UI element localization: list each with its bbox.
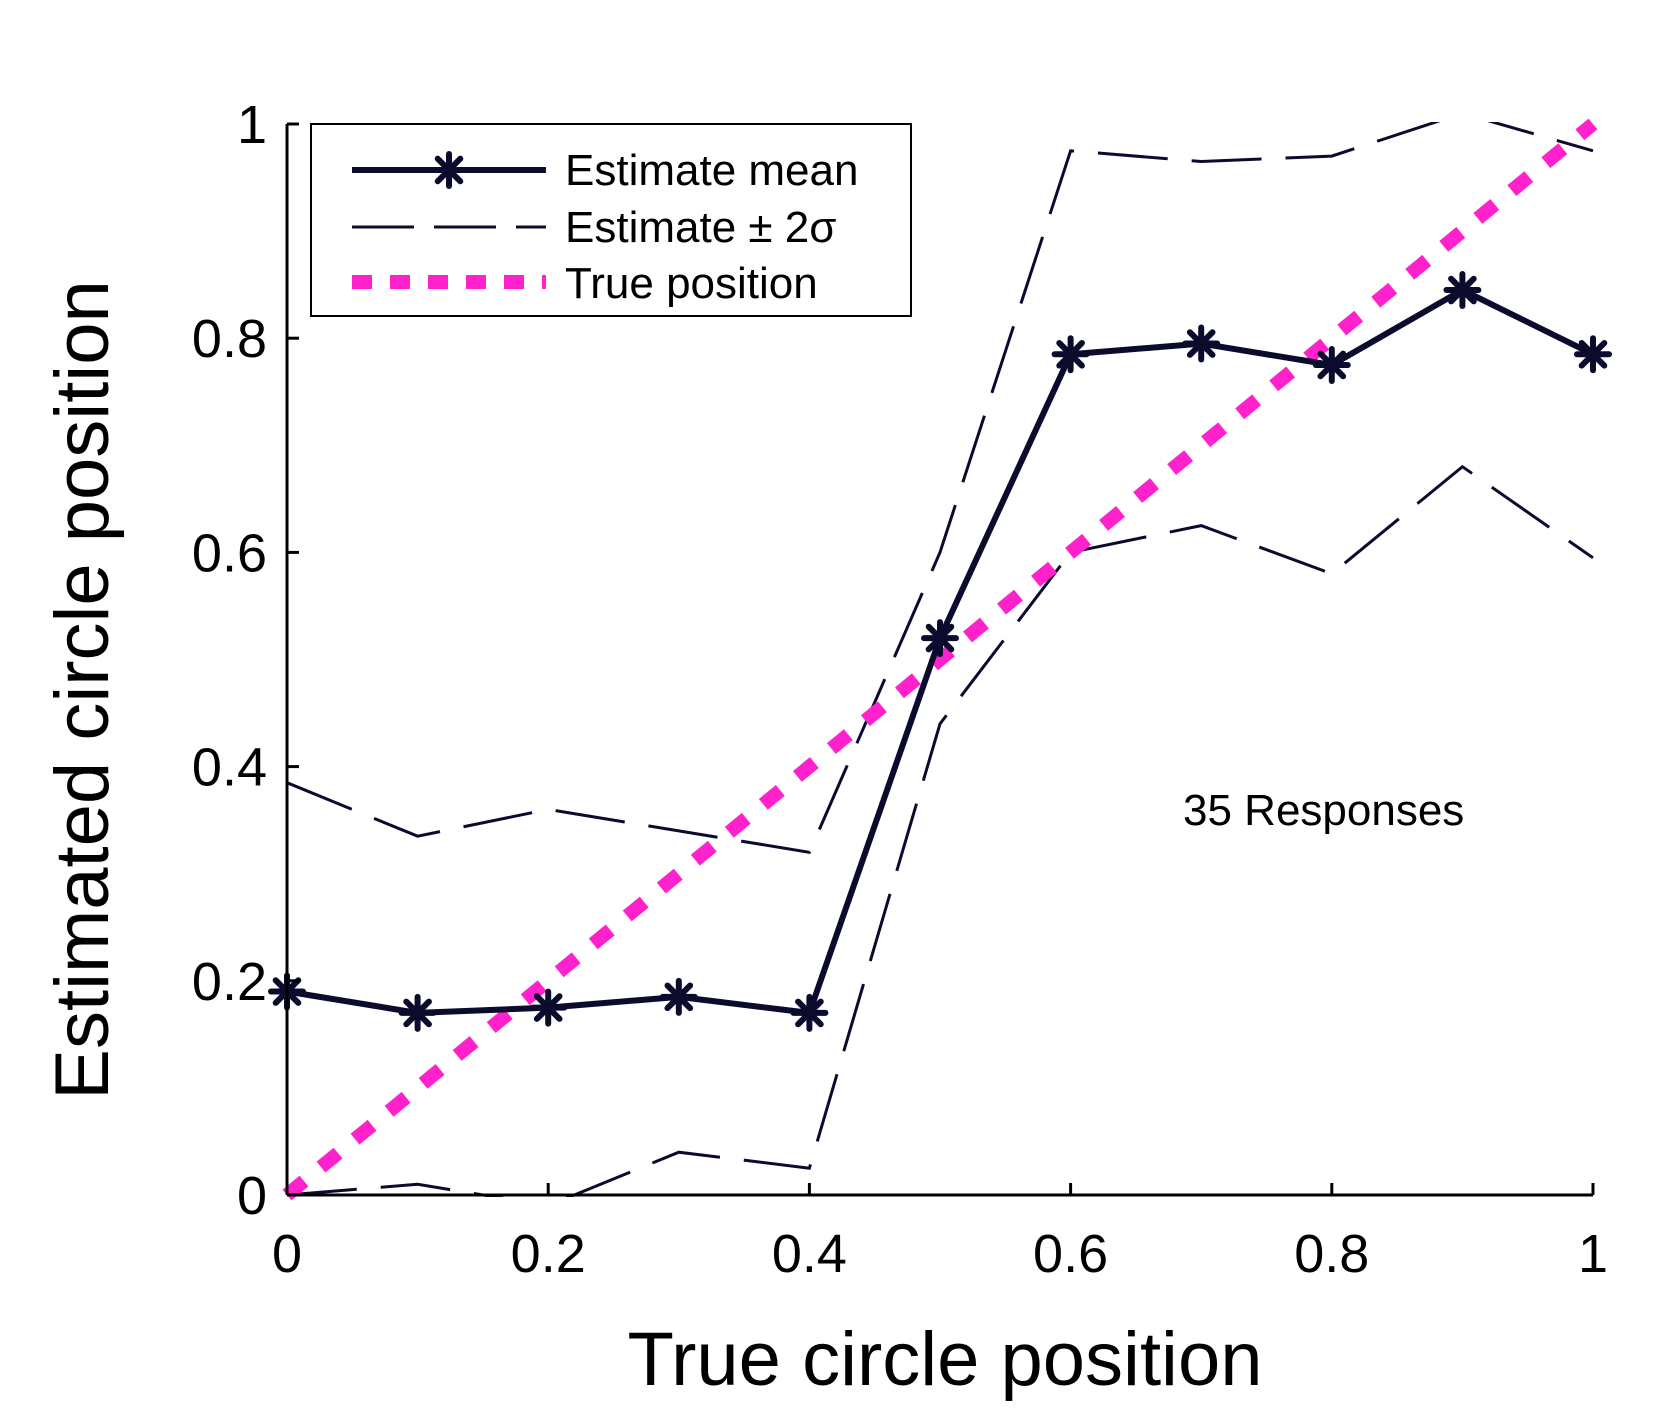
data-point-marker [1312,345,1351,384]
y-tick-label: 0.2 [192,952,267,1012]
legend-label-estimate-2sigma: Estimate ± 2σ [565,203,836,252]
star-stroke [533,993,563,1022]
legend-label-estimate-mean: Estimate mean [565,146,858,195]
data-point-marker [790,993,829,1032]
y-tick-label: 0.6 [192,523,267,583]
y-axis-title: Estimated circle position [40,280,125,1099]
plot-lines [268,118,1612,1201]
series-line-estimate-lower-2sigma [286,464,1594,1197]
star-stroke [664,982,694,1012]
y-tick-label: 1 [237,95,267,155]
data-point-marker [1051,335,1090,374]
star-stroke [1578,339,1608,369]
legend-samples [352,151,546,289]
star-stroke [403,998,432,1028]
legend: Estimate mean Estimate ± 2σ True positio… [310,123,912,317]
data-point-marker [529,988,568,1027]
y-tick-label: 0.8 [192,309,267,369]
star-stroke [1317,350,1347,380]
data-point-marker [1574,335,1612,374]
data-point-marker [1182,324,1221,363]
series-line-estimate-2 [286,122,1594,854]
data-point-marker [398,993,437,1032]
x-axis-title: True circle position [628,1317,1263,1402]
star-stroke [1186,329,1216,358]
x-tick-label: 0.4 [772,1224,847,1284]
x-tick-label: 0.6 [1033,1224,1108,1284]
star-stroke [795,998,824,1028]
x-tick-label: 1 [1578,1224,1608,1284]
star-stroke [434,155,464,185]
legend-box [310,123,912,317]
star-stroke [1448,275,1477,305]
data-point-marker [659,977,698,1016]
y-tick-label: 0 [237,1166,267,1226]
star-stroke [925,623,955,653]
data-point-marker [430,151,468,189]
axes [285,124,1593,1197]
series-line-true-position [282,118,1598,1201]
x-tick-label: 0.8 [1294,1224,1369,1284]
data-point-marker [1443,271,1482,310]
legend-label-true-position: True position [565,259,818,308]
x-tick-label: 0.2 [511,1224,586,1284]
x-tick-label: 0 [272,1224,302,1284]
annotation-responses: 35 Responses [1183,786,1464,835]
y-tick-label: 0.4 [192,738,267,798]
ticks: 0 0.2 0.4 0.6 0.8 1 0 0.2 0.4 0.6 0.8 1 [192,95,1608,1284]
star-stroke [1056,339,1085,369]
data-point-marker [921,619,959,658]
